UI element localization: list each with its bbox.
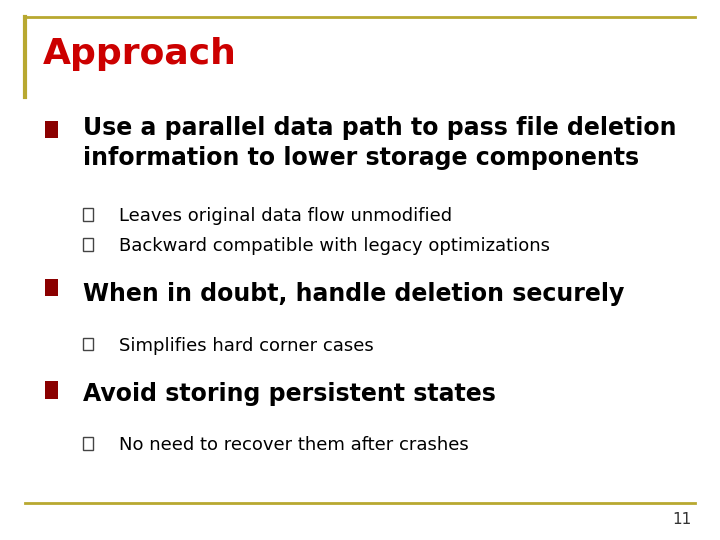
Text: Simplifies hard corner cases: Simplifies hard corner cases bbox=[119, 336, 374, 355]
Bar bbox=[45, 121, 58, 138]
Bar bbox=[83, 437, 93, 450]
Bar bbox=[83, 208, 93, 221]
Bar bbox=[45, 279, 58, 296]
Bar bbox=[83, 338, 93, 350]
Text: Use a parallel data path to pass file deletion
information to lower storage comp: Use a parallel data path to pass file de… bbox=[83, 116, 676, 170]
Text: No need to recover them after crashes: No need to recover them after crashes bbox=[119, 436, 469, 455]
Text: 11: 11 bbox=[672, 511, 691, 526]
Text: Backward compatible with legacy optimizations: Backward compatible with legacy optimiza… bbox=[119, 237, 550, 255]
Bar bbox=[45, 381, 58, 399]
Bar bbox=[83, 238, 93, 251]
Text: Avoid storing persistent states: Avoid storing persistent states bbox=[83, 382, 495, 406]
Text: Leaves original data flow unmodified: Leaves original data flow unmodified bbox=[119, 207, 452, 225]
Text: When in doubt, handle deletion securely: When in doubt, handle deletion securely bbox=[83, 282, 624, 306]
Text: Approach: Approach bbox=[43, 37, 237, 71]
